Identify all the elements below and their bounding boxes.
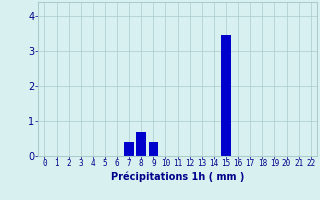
Bar (148, 142, 158, 156)
Bar (124, 142, 134, 156)
Bar (221, 35, 231, 156)
Bar (136, 132, 146, 156)
X-axis label: Précipitations 1h ( mm ): Précipitations 1h ( mm ) (111, 171, 244, 182)
